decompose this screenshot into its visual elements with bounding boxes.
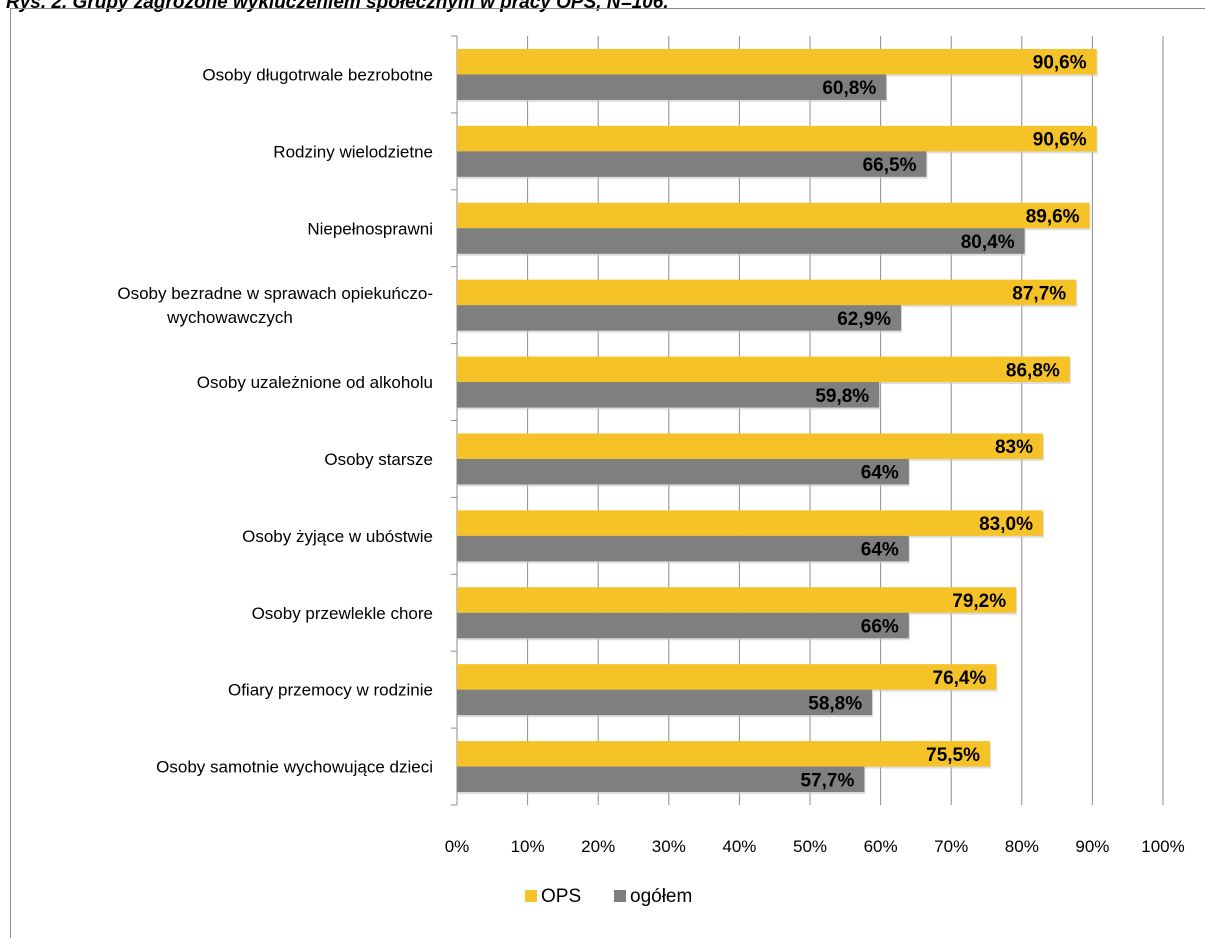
bar-ops bbox=[457, 202, 1090, 229]
data-label: 62,9% bbox=[837, 309, 891, 330]
data-label: 83,0% bbox=[979, 514, 1033, 535]
bar-ogolem bbox=[457, 74, 887, 100]
bar-ogolem bbox=[457, 151, 927, 177]
bar-ogolem bbox=[457, 535, 909, 562]
data-label: 66,5% bbox=[863, 155, 917, 176]
data-label: 79,2% bbox=[952, 591, 1006, 612]
legend-swatch-ogolem bbox=[614, 890, 626, 902]
bar-ogolem bbox=[457, 458, 909, 485]
data-label: 86,8% bbox=[1006, 360, 1060, 381]
bar-ops bbox=[457, 587, 1017, 613]
category-label: wychowawczych bbox=[166, 308, 293, 327]
x-tick-label: 10% bbox=[511, 837, 545, 856]
data-label: 64% bbox=[861, 540, 899, 561]
data-label: 64% bbox=[861, 463, 899, 484]
chart-frame bbox=[10, 8, 1205, 938]
y-axis bbox=[451, 35, 458, 806]
data-label: 57,7% bbox=[800, 770, 854, 791]
x-tick-label: 100% bbox=[1141, 837, 1184, 856]
legend-label: OPS bbox=[541, 886, 581, 907]
data-label: 76,4% bbox=[933, 668, 987, 689]
bar-ogolem bbox=[457, 305, 902, 331]
category-label: Osoby żyjące w ubóstwie bbox=[242, 527, 433, 546]
data-label: 90,6% bbox=[1033, 53, 1087, 74]
bars bbox=[457, 48, 1098, 795]
x-tick-label: 0% bbox=[445, 837, 470, 856]
category-label: Osoby starsze bbox=[324, 450, 433, 469]
data-label: 90,6% bbox=[1033, 130, 1087, 151]
category-label: Osoby bezradne w sprawach opiekuńczo- bbox=[117, 284, 433, 303]
legend-label: ogółem bbox=[630, 886, 692, 907]
bar-ogolem bbox=[457, 228, 1025, 254]
x-tick-label: 40% bbox=[722, 837, 756, 856]
category-label: Rodziny wielodzietne bbox=[273, 142, 433, 161]
x-tick-label: 30% bbox=[652, 837, 686, 856]
data-label: 80,4% bbox=[961, 232, 1015, 253]
category-label: Ofiary przemocy w rodzinie bbox=[228, 681, 433, 700]
legend-swatch-ops bbox=[525, 890, 537, 902]
bar-ops bbox=[457, 510, 1043, 536]
legend: OPS ogółem bbox=[525, 886, 692, 907]
bar-ogolem bbox=[457, 766, 865, 793]
bar-ogolem bbox=[457, 612, 909, 639]
x-tick-label: 80% bbox=[1005, 837, 1039, 856]
category-label: Osoby uzależnione od alkoholu bbox=[197, 373, 433, 392]
bar-ops bbox=[457, 356, 1070, 383]
data-label: 87,7% bbox=[1012, 283, 1066, 304]
chart-title: Rys. 2. Grupy zagrożone wykluczeniem spo… bbox=[6, 0, 669, 13]
x-tick-label: 50% bbox=[793, 837, 827, 856]
x-tick-label: 60% bbox=[864, 837, 898, 856]
bar-ogolem bbox=[457, 382, 880, 408]
category-label: Osoby przewlekle chore bbox=[252, 604, 433, 623]
data-label: 66% bbox=[861, 617, 899, 638]
bar-ogolem bbox=[457, 689, 873, 716]
category-label: Niepełnosprawni bbox=[307, 219, 433, 238]
x-tick-label: 90% bbox=[1075, 837, 1109, 856]
data-label: 59,8% bbox=[815, 386, 869, 407]
category-label: Osoby samotnie wychowujące dzieci bbox=[156, 758, 433, 777]
x-tick-labels: 0% 10% 20% 30% 40% 50% 60% 70% 80% 90% 100% bbox=[445, 837, 1185, 856]
data-label: 83% bbox=[995, 437, 1033, 458]
data-labels: 90,6% 60,8% 90,6% 66,5% 89,6% 80,4% 87,7% 62,9%… bbox=[800, 53, 1086, 792]
bar-ops bbox=[457, 433, 1043, 459]
data-label: 75,5% bbox=[926, 745, 980, 766]
x-tick-label: 20% bbox=[581, 837, 615, 856]
data-label: 89,6% bbox=[1026, 207, 1080, 228]
data-label: 58,8% bbox=[808, 693, 862, 714]
bar-ops bbox=[457, 125, 1097, 152]
data-label: 60,8% bbox=[822, 78, 876, 99]
bar-ops bbox=[457, 741, 991, 767]
x-tick-label: 70% bbox=[934, 837, 968, 856]
category-labels: Osoby długotrwale bezrobotne Rodziny wiel… bbox=[117, 65, 433, 776]
category-label: Osoby długotrwale bezrobotne bbox=[202, 65, 433, 84]
bar-ops bbox=[457, 279, 1077, 306]
bar-ops bbox=[457, 48, 1097, 75]
bar-ops bbox=[457, 664, 997, 690]
